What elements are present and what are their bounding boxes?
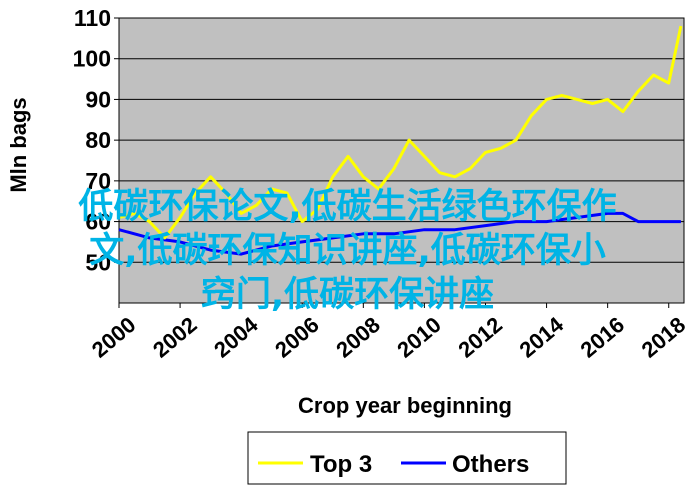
- plot-area: [118, 17, 685, 304]
- legend-label-others: Others: [452, 451, 529, 478]
- y-tick-label: 100: [73, 46, 111, 72]
- x-tick-label: 2002: [148, 312, 202, 363]
- y-tick-label: 70: [85, 168, 111, 194]
- x-tick-label: 2018: [637, 312, 691, 363]
- legend-box: [247, 431, 567, 485]
- y-axis-label: Mln bags: [6, 97, 31, 192]
- y-tick-label: 80: [85, 127, 111, 153]
- series-lines: [118, 25, 683, 256]
- x-tick-label: 2006: [270, 312, 324, 363]
- y-axis-ticks: 50 60 70 80 90 100 110: [73, 5, 119, 275]
- y-tick-label: 110: [74, 5, 111, 31]
- series-line-others: [118, 211, 681, 256]
- x-tick-label: 2012: [453, 312, 507, 363]
- y-tick-label: 90: [85, 86, 111, 112]
- y-tick-label: 60: [85, 209, 111, 235]
- x-tick-label: 2014: [514, 311, 568, 362]
- x-axis-label: Crop year beginning: [298, 393, 512, 418]
- x-tick-label: 2004: [209, 311, 263, 362]
- x-tick-label: 2000: [87, 312, 141, 363]
- x-tick-label: 2010: [392, 312, 446, 363]
- x-tick-label: 2016: [576, 312, 630, 363]
- series-line-top-3: [118, 25, 683, 240]
- x-axis-ticks: 2000 2002 2004 2006 2008 2010 2012 2014 2016 2018: [87, 303, 690, 363]
- x-tick-label: 2008: [331, 312, 385, 363]
- y-tick-label: 50: [85, 249, 111, 275]
- legend-label-top3: Top 3: [310, 451, 372, 478]
